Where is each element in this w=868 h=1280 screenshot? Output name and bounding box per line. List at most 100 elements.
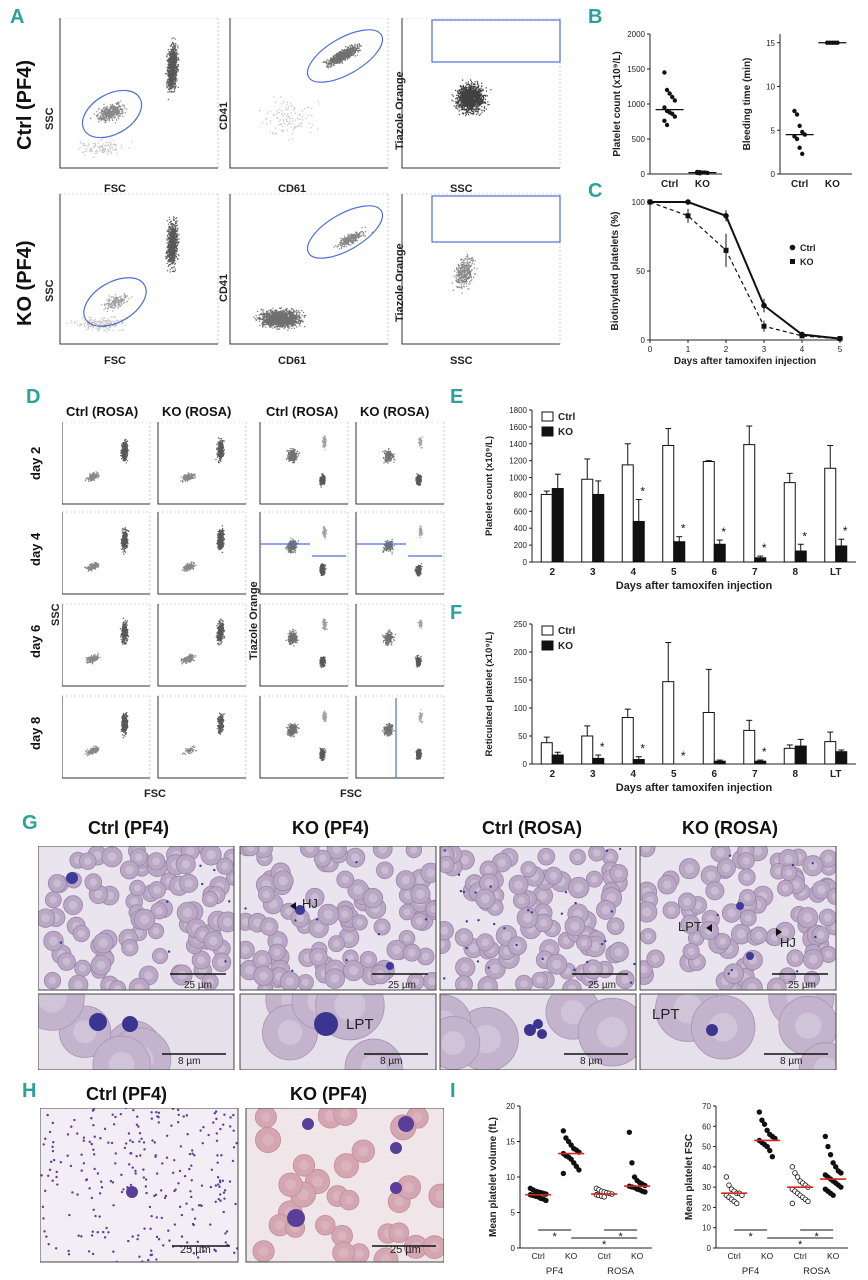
chart-c-x-tick-label: 3 — [762, 345, 767, 354]
chart-c-line-ko — [649, 201, 841, 340]
micrograph-top-2-platelet — [424, 918, 428, 921]
micrograph-h-ctrl-platelet — [189, 1190, 192, 1193]
micrograph-top-2-cell-center — [285, 907, 293, 915]
micrograph-h-ctrl-platelet — [223, 1189, 227, 1192]
chart-i2-point — [833, 1164, 839, 1170]
micrograph-h-ctrl-platelet — [138, 1132, 142, 1135]
micrograph-top-3-cell-center — [440, 926, 449, 935]
micrograph-top-1-cell-center — [98, 938, 108, 948]
chart-i2-point — [792, 1170, 798, 1176]
micrograph-h-ctrl-platelet — [193, 1154, 196, 1157]
micrograph-top-3-cell-center — [517, 896, 526, 905]
flow-frame — [230, 193, 389, 344]
micrograph-top-3-platelet — [476, 960, 480, 963]
panel-a-y-label-2-top: CD41 — [218, 101, 230, 130]
micrograph-h-ko-cell-center — [262, 1134, 274, 1146]
flow-dots — [285, 628, 299, 647]
flow-frame — [158, 422, 247, 504]
micrograph-top-1-platelet — [228, 900, 231, 903]
flow-dots — [321, 526, 328, 539]
micrograph-top-1-cell-center — [89, 878, 98, 886]
micrograph-top-4-platelet — [791, 863, 795, 867]
micrograph-h-ctrl-platelet — [228, 1180, 232, 1183]
micrograph-h-ctrl-platelet — [177, 1182, 180, 1185]
micrograph-h-ctrl-platelet — [82, 1136, 86, 1139]
micrograph-bottom-4 — [640, 994, 836, 1070]
micrograph-h-ctrl-platelet — [48, 1130, 52, 1134]
panel-a-x-label-3-top: SSC — [450, 183, 473, 195]
micrograph-top-4-cell-center — [824, 854, 833, 863]
micrograph-top-2-cell-center — [364, 955, 373, 964]
chart-i1-y-label: Mean platelet volume (fL) — [488, 1117, 499, 1237]
micrograph-top-1-cell-center — [94, 890, 103, 899]
micrograph-h-ctrl-platelet — [98, 1192, 102, 1195]
micrograph-top-4-stained-cell — [746, 952, 754, 960]
chart-b1-x-tick-label: Ctrl — [661, 179, 678, 190]
micrograph-top-3-cell-center — [606, 853, 614, 861]
micrograph-h-ctrl-platelet — [219, 1180, 222, 1184]
micrograph-h-ctrl-platelet — [151, 1139, 154, 1142]
panel-d-col-header-4: KO (ROSA) — [360, 404, 430, 419]
chart-c-x-label: Days after tamoxifen injection — [674, 356, 816, 367]
chart-i1-y-tick-label: 0 — [511, 1244, 516, 1253]
micrograph-top-3-platelet — [465, 946, 468, 950]
micrograph-top-3-cell-center — [573, 883, 584, 893]
micrograph-top-4-cell-center — [781, 884, 789, 892]
flow-axis — [355, 422, 444, 505]
micrograph-h-ctrl-platelet — [82, 1139, 85, 1142]
micrograph-h-ctrl-platelet — [192, 1223, 195, 1227]
micrograph-top-4-cell-center — [747, 983, 757, 990]
chart-i2-group-label: PF4 — [742, 1266, 759, 1277]
micrograph-h-ctrl-platelet — [177, 1113, 180, 1117]
micrograph-h-ko-cell-center — [258, 1246, 269, 1257]
micrograph-h-ctrl-platelet — [135, 1123, 139, 1126]
chart-f-bar-ctrl — [621, 717, 634, 765]
chart-b2-point — [797, 123, 802, 129]
flow-dots — [333, 226, 373, 250]
micrograph-top-3-cell-center — [491, 903, 499, 912]
micrograph-top-1-cell-center — [223, 917, 233, 927]
micrograph-top-1-cell-center — [221, 862, 229, 870]
micrograph-top-4-cell-center — [710, 886, 719, 895]
micrograph-h-ctrl-platelet — [66, 1133, 70, 1136]
flow-dots — [417, 436, 424, 449]
micrograph-top-2-cell-center — [245, 965, 254, 975]
micrograph-h-ctrl-platelet — [165, 1156, 169, 1159]
micrograph-top-1-cell-center — [177, 970, 187, 980]
chart-f-y-tick-label: 250 — [514, 620, 528, 629]
micrograph-top-3-cell-center — [460, 980, 468, 989]
micrograph-top-1-cell-center — [152, 927, 160, 935]
flow-axis — [401, 18, 560, 169]
micrograph-top-3-platelet — [530, 911, 534, 914]
chart-i2-y-tick-label: 70 — [702, 1102, 711, 1111]
micrograph-h-ctrl-platelet — [80, 1153, 83, 1156]
chart-e-bar-ctrl — [581, 478, 594, 563]
micrograph-top-3-cell-center — [525, 865, 533, 873]
micrograph-h-ctrl-platelet — [71, 1191, 74, 1194]
micrograph-top-4-platelet — [811, 862, 814, 865]
micrograph-h-ctrl-platelet — [191, 1208, 194, 1211]
flow-dots — [181, 561, 197, 572]
micrograph-top-1-platelet — [59, 941, 63, 944]
micrograph-h-ctrl-platelet — [171, 1171, 175, 1175]
chart-f-bar-ko — [632, 759, 645, 765]
micrograph-top-2-cell-center — [421, 952, 430, 961]
micrograph-top-2-cell-center — [241, 946, 250, 954]
chart-i1-point — [543, 1197, 549, 1204]
panel-h-scale-2: 25 µm — [390, 1244, 421, 1256]
micrograph-top-2-platelet — [291, 969, 294, 973]
micrograph-h-ko-cell-center — [337, 1231, 347, 1241]
micrograph-h-ctrl-platelet — [82, 1162, 86, 1165]
panel-d-col-header-1: Ctrl (ROSA) — [66, 404, 139, 419]
micrograph-h-ctrl-platelet — [102, 1230, 105, 1234]
flow-dots — [451, 253, 478, 294]
micrograph-h-ctrl-platelet — [67, 1249, 70, 1253]
panel-letter-a: A — [10, 6, 25, 28]
micrograph-h-ctrl-platelet — [202, 1250, 206, 1253]
micrograph-h-ctrl-platelet — [90, 1234, 94, 1237]
chart-e-bar-ko — [632, 520, 645, 563]
flow-dots — [418, 525, 424, 539]
micrograph-top-4-cell-center — [719, 937, 727, 945]
micrograph-top-3-cell-center — [483, 981, 493, 990]
chart-e-bar-ko — [794, 550, 807, 563]
